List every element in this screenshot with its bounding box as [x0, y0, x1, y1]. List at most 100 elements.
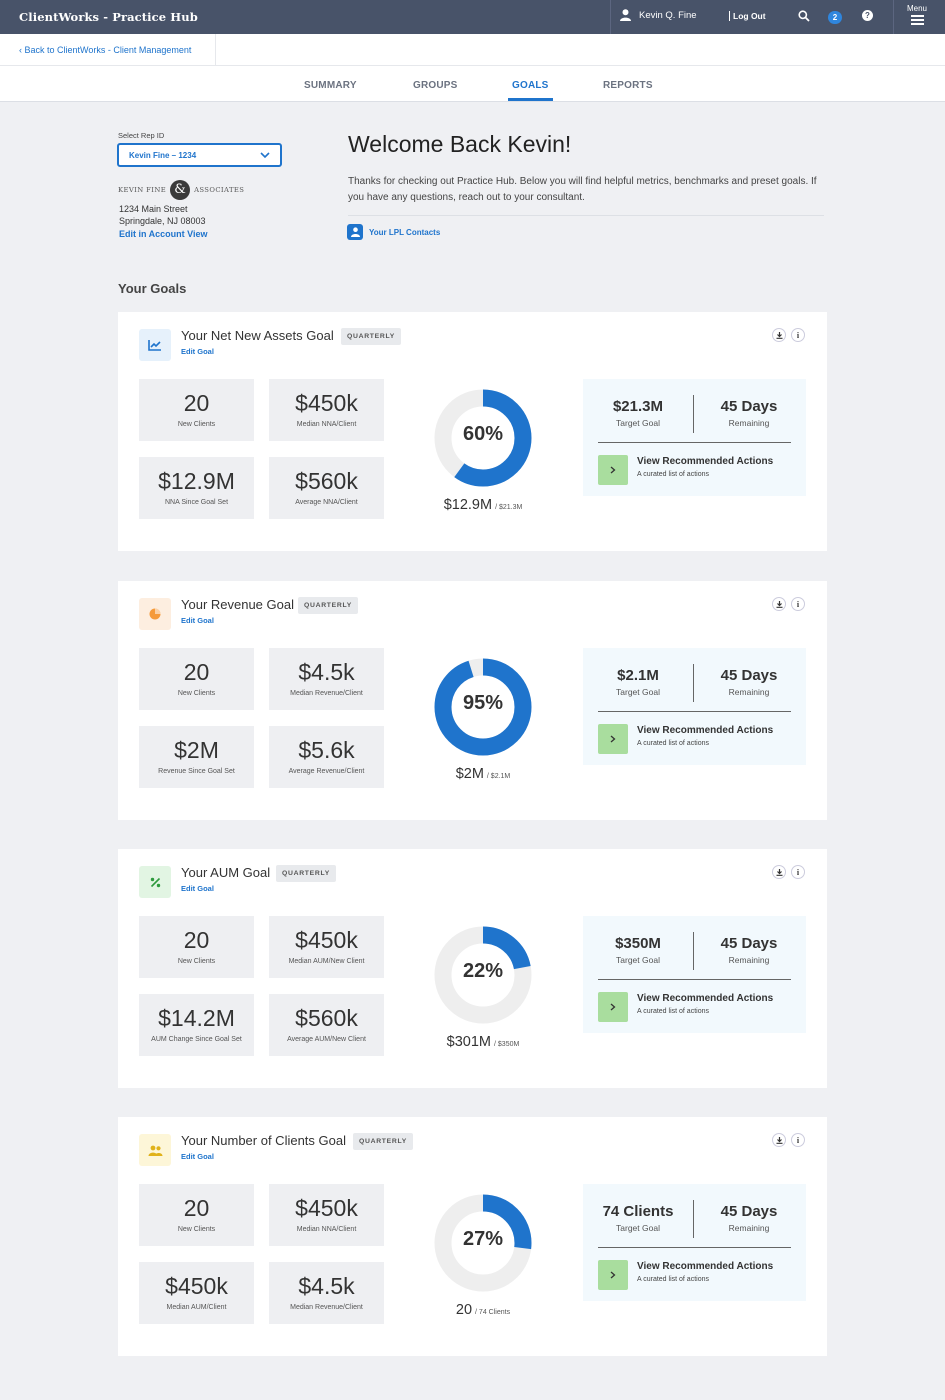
metric-median: $4.5k Median Revenue/Client [269, 648, 384, 710]
days-remaining: 45 Days Remaining [720, 935, 778, 965]
app-title: ClientWorks - Practice Hub [19, 10, 198, 24]
days-remaining: 45 Days Remaining [720, 667, 778, 697]
metric-label: New Clients [177, 690, 216, 697]
info-icon[interactable]: i [791, 1133, 805, 1147]
recommended-actions-subtitle: A curated list of actions [637, 740, 709, 747]
goal-card: Your Revenue Goal QUARTERLY Edit Goal i 20 Ne… [118, 581, 827, 820]
metric-new-clients: 20 New Clients [139, 379, 254, 441]
info-icon[interactable]: i [791, 597, 805, 611]
menu-button[interactable]: Menu [902, 4, 932, 27]
progress-percent: 60% [462, 423, 504, 445]
target-goal: $2.1M Target Goal [616, 667, 660, 697]
download-icon[interactable] [772, 865, 786, 879]
recommended-actions-title[interactable]: View Recommended Actions [637, 456, 774, 467]
recommended-actions-button[interactable] [598, 1260, 628, 1290]
progress-donut [434, 1194, 532, 1292]
recommended-actions-button[interactable] [598, 992, 628, 1022]
address-line-2: Springdale, NJ 08003 [119, 216, 206, 226]
metric-average: $4.5k Median Revenue/Client [269, 1262, 384, 1324]
edit-goal-link[interactable]: Edit Goal [181, 1152, 214, 1161]
recommended-actions-title[interactable]: View Recommended Actions [637, 1261, 774, 1272]
target-goal: $350M Target Goal [615, 935, 661, 965]
current-value: 20 [455, 1302, 473, 1318]
metric-value: $14.2M [158, 1005, 235, 1031]
goal-card: Your AUM Goal QUARTERLY Edit Goal i 20 New Cl… [118, 849, 827, 1088]
metric-value: $450k [295, 927, 358, 953]
edit-goal-link[interactable]: Edit Goal [181, 884, 214, 893]
rep-id-value: Kevin Fine – 1234 [129, 151, 197, 160]
users-icon [139, 1134, 171, 1166]
progress-donut [434, 389, 532, 487]
download-icon[interactable] [772, 597, 786, 611]
back-link-label: Back to ClientWorks - Client Management [24, 45, 192, 55]
progress-caption: $2M / $2.1M [373, 765, 593, 783]
metric-label: New Clients [177, 1226, 216, 1233]
progress-caption: $301M / $350M [373, 1033, 593, 1051]
recommended-actions-title[interactable]: View Recommended Actions [637, 725, 774, 736]
goal-card: Your Number of Clients Goal QUARTERLY Edit… [118, 1117, 827, 1356]
lpl-contacts-link[interactable]: Your LPL Contacts [347, 224, 440, 240]
chevron-right-icon [610, 466, 616, 474]
metric-value: 20 [183, 927, 210, 953]
frequency-badge: QUARTERLY [353, 1133, 413, 1150]
target-small: / $2.1M [486, 773, 511, 780]
edit-goal-link[interactable]: Edit Goal [181, 347, 214, 356]
metric-label: New Clients [177, 421, 216, 428]
metric-label: Revenue Since Goal Set [158, 768, 235, 775]
hamburger-icon [910, 15, 924, 25]
metric-label: Median AUM/Client [166, 1304, 227, 1311]
search-button[interactable] [798, 9, 810, 27]
metric-average: $5.6k Average Revenue/Client [269, 726, 384, 788]
metric-median: $450k Median NNA/Client [269, 1184, 384, 1246]
target-panel: 74 Clients Target Goal 45 Days Remaining Vie… [583, 1184, 806, 1301]
metric-value: $450k [165, 1273, 228, 1299]
info-icon[interactable]: i [791, 328, 805, 342]
notification-badge[interactable]: 2 [828, 11, 842, 24]
help-icon[interactable]: ? [862, 10, 873, 21]
metric-label: Median Revenue/Client [290, 1304, 363, 1311]
download-icon[interactable] [772, 1133, 786, 1147]
metric-average: $560k Average AUM/New Client [269, 994, 384, 1056]
recommended-actions-title[interactable]: View Recommended Actions [637, 993, 774, 1004]
user-menu[interactable]: Kevin Q. Fine [620, 9, 697, 21]
divider [215, 34, 216, 66]
welcome-title: Welcome Back Kevin! [348, 131, 572, 157]
metric-label: Average Revenue/Client [288, 768, 365, 775]
metric-label: Median AUM/New Client [288, 958, 365, 965]
goal-title: Your Net New Assets Goal [181, 328, 334, 343]
menu-label: Menu [906, 4, 927, 13]
chevron-left-icon: ‹ [19, 45, 25, 55]
contact-icon [347, 224, 363, 240]
recommended-actions-subtitle: A curated list of actions [637, 471, 709, 478]
metric-average: $560k Average NNA/Client [269, 457, 384, 519]
logout-link[interactable]: Log Out [729, 11, 766, 21]
user-icon [620, 9, 631, 21]
percent-icon [139, 866, 171, 898]
recommended-actions-button[interactable] [598, 455, 628, 485]
divider [598, 711, 791, 712]
info-icon[interactable]: i [791, 865, 805, 879]
metric-value: $4.5k [298, 1273, 355, 1299]
progress-percent: 27% [462, 1228, 504, 1250]
metric-since-goal: $2M Revenue Since Goal Set [139, 726, 254, 788]
rep-id-label: Select Rep ID [118, 131, 165, 140]
progress-caption: $12.9M / $21.3M [373, 496, 593, 514]
metric-new-clients: 20 New Clients [139, 1184, 254, 1246]
recommended-actions-button[interactable] [598, 724, 628, 754]
chevron-down-icon [260, 152, 270, 159]
tab-goals[interactable]: GOALS [512, 80, 549, 91]
metric-label: New Clients [177, 958, 216, 965]
tab-reports[interactable]: REPORTS [603, 80, 653, 91]
tab-groups[interactable]: GROUPS [413, 80, 458, 91]
pie-chart-icon [139, 598, 171, 630]
download-icon[interactable] [772, 328, 786, 342]
metric-value: $4.5k [298, 659, 355, 685]
edit-account-link[interactable]: Edit in Account View [119, 229, 208, 239]
divider [693, 1200, 694, 1238]
back-link[interactable]: ‹ Back to ClientWorks - Client Managemen… [19, 45, 191, 55]
tab-summary[interactable]: SUMMARY [304, 80, 357, 91]
goal-title: Your AUM Goal [181, 865, 271, 880]
chevron-right-icon [610, 735, 616, 743]
edit-goal-link[interactable]: Edit Goal [181, 616, 214, 625]
rep-id-select[interactable]: Kevin Fine – 1234 [117, 143, 282, 167]
